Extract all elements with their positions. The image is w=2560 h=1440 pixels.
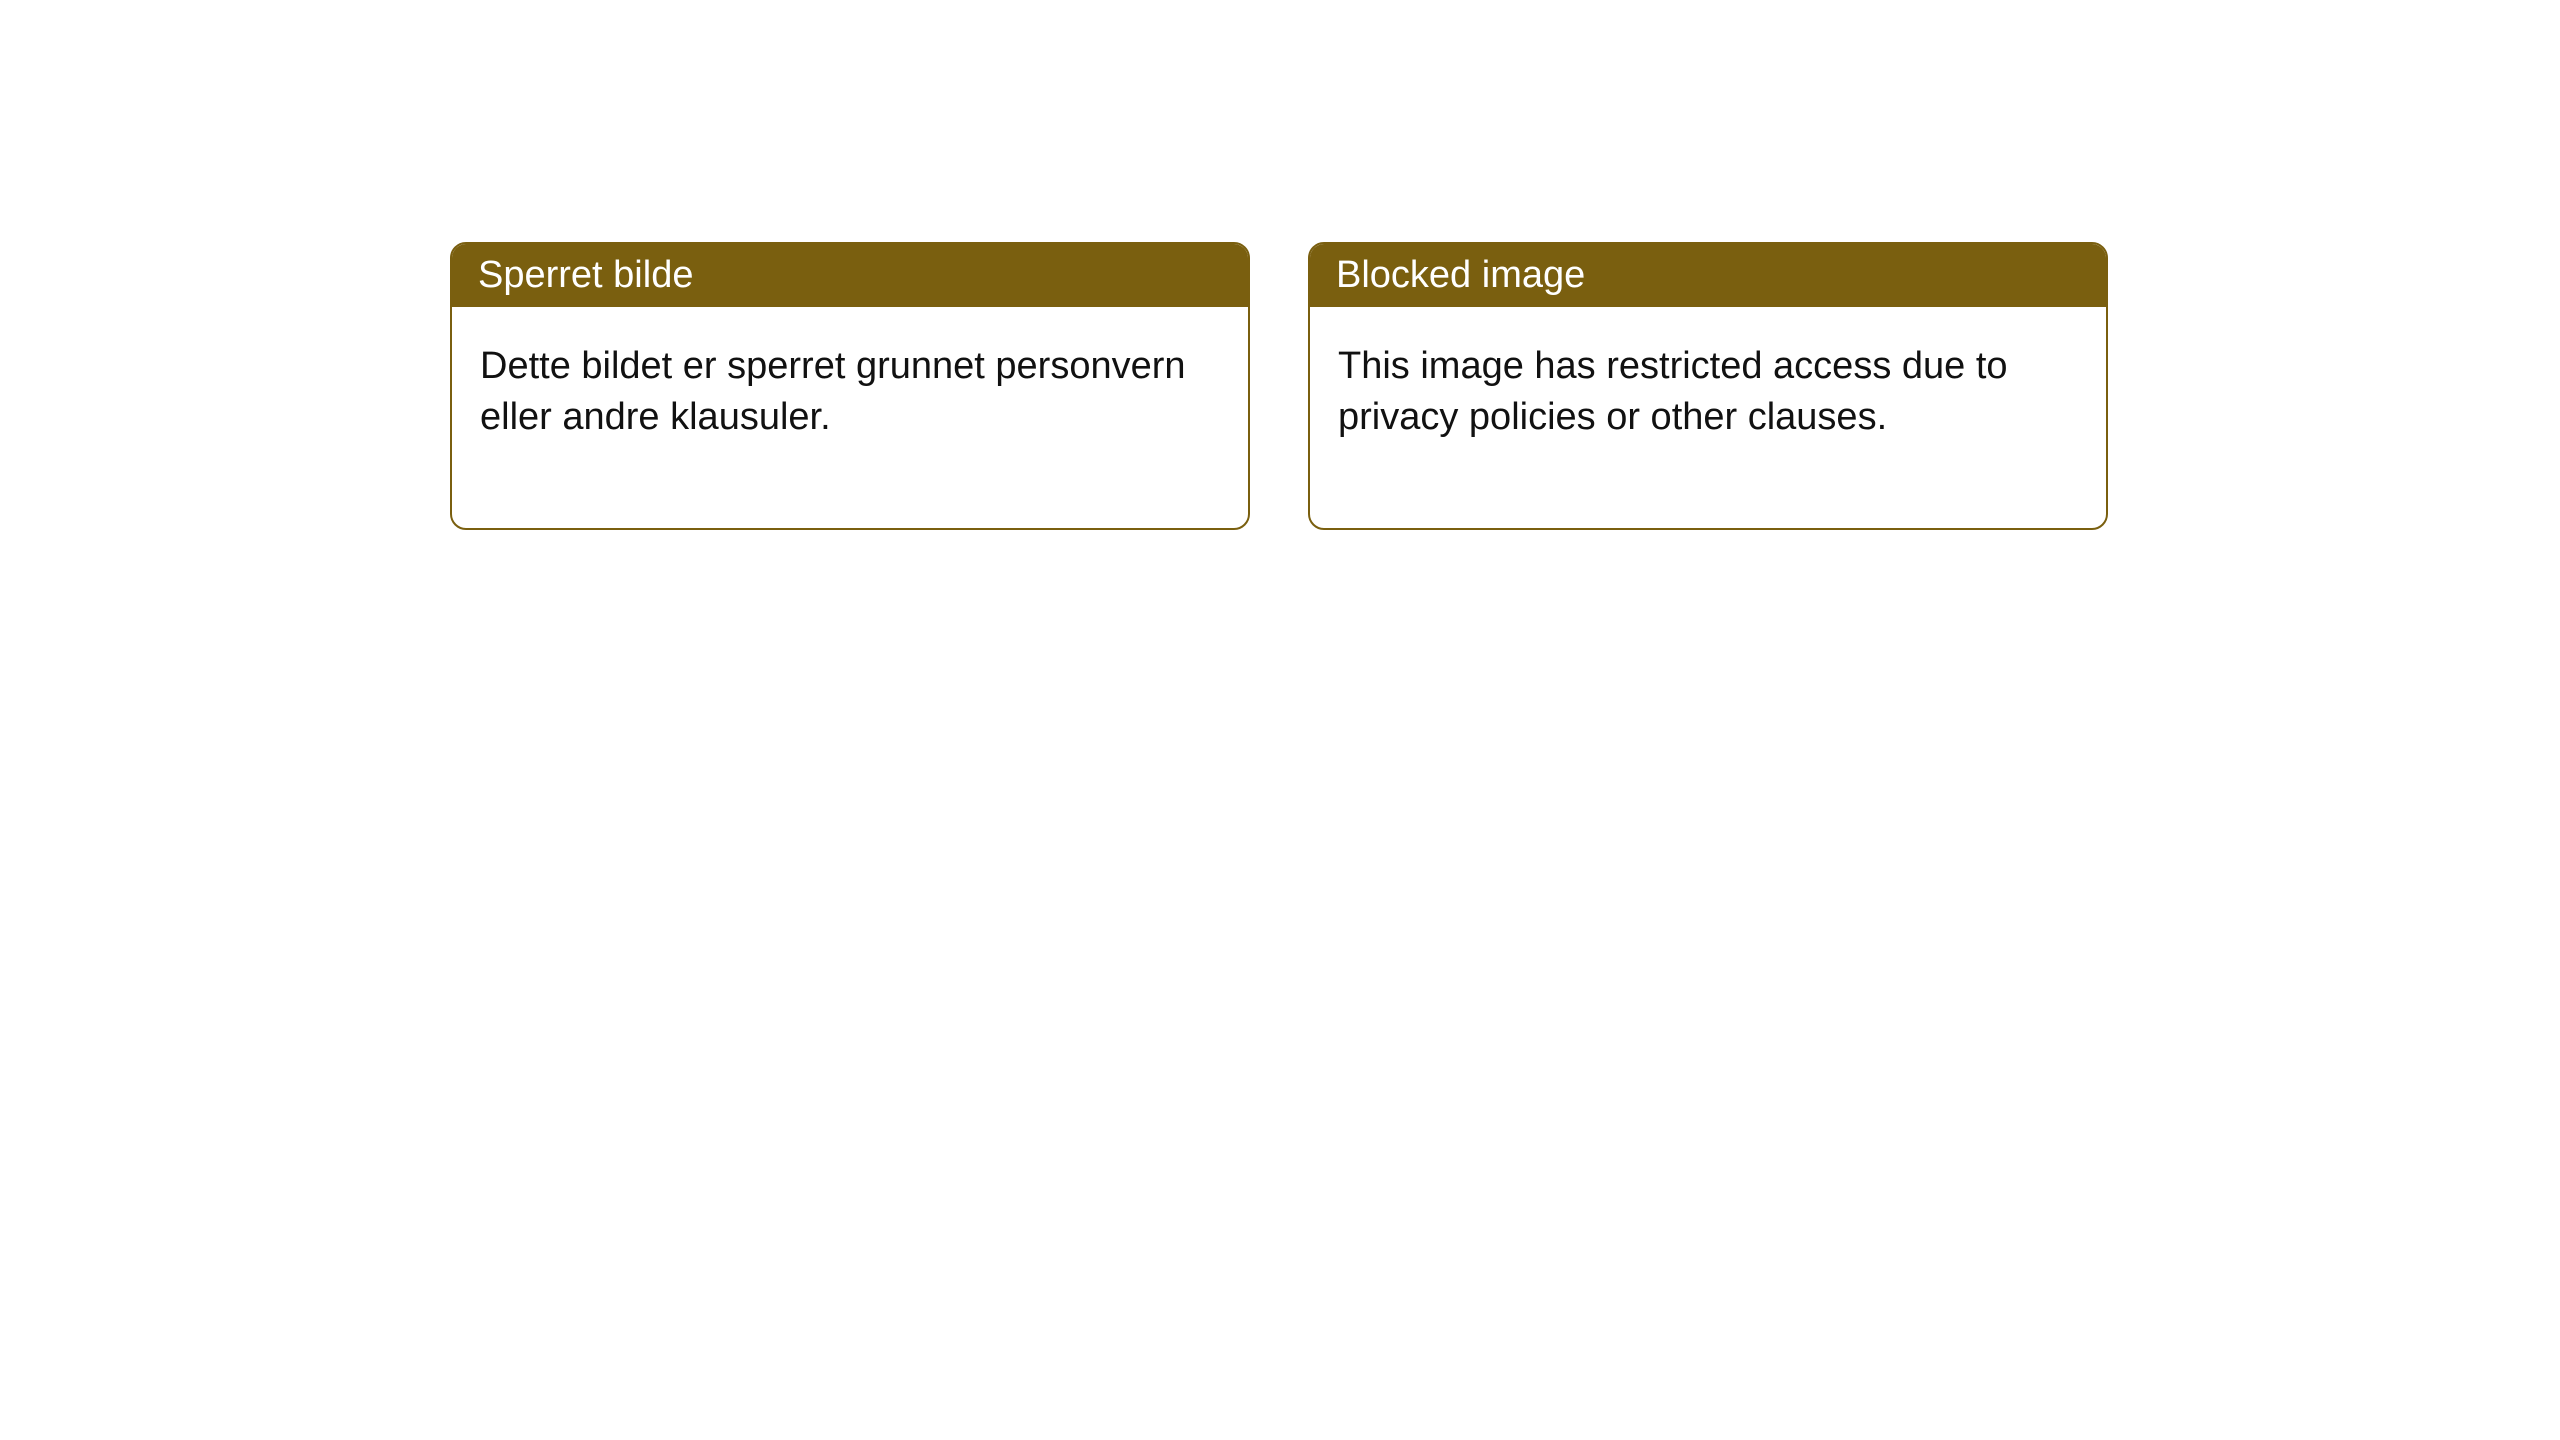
notice-card-norwegian: Sperret bilde Dette bildet er sperret gr… [450,242,1250,530]
notice-title: Blocked image [1336,254,1585,296]
notice-header-english: Blocked image [1310,244,2106,307]
notice-header-norwegian: Sperret bilde [452,244,1248,307]
notice-body-english: This image has restricted access due to … [1310,307,2106,528]
notice-body-text: Dette bildet er sperret grunnet personve… [480,345,1186,438]
notice-card-english: Blocked image This image has restricted … [1308,242,2108,530]
notice-container: Sperret bilde Dette bildet er sperret gr… [0,0,2560,530]
notice-body-text: This image has restricted access due to … [1338,345,2008,438]
notice-title: Sperret bilde [478,254,693,296]
notice-body-norwegian: Dette bildet er sperret grunnet personve… [452,307,1248,528]
